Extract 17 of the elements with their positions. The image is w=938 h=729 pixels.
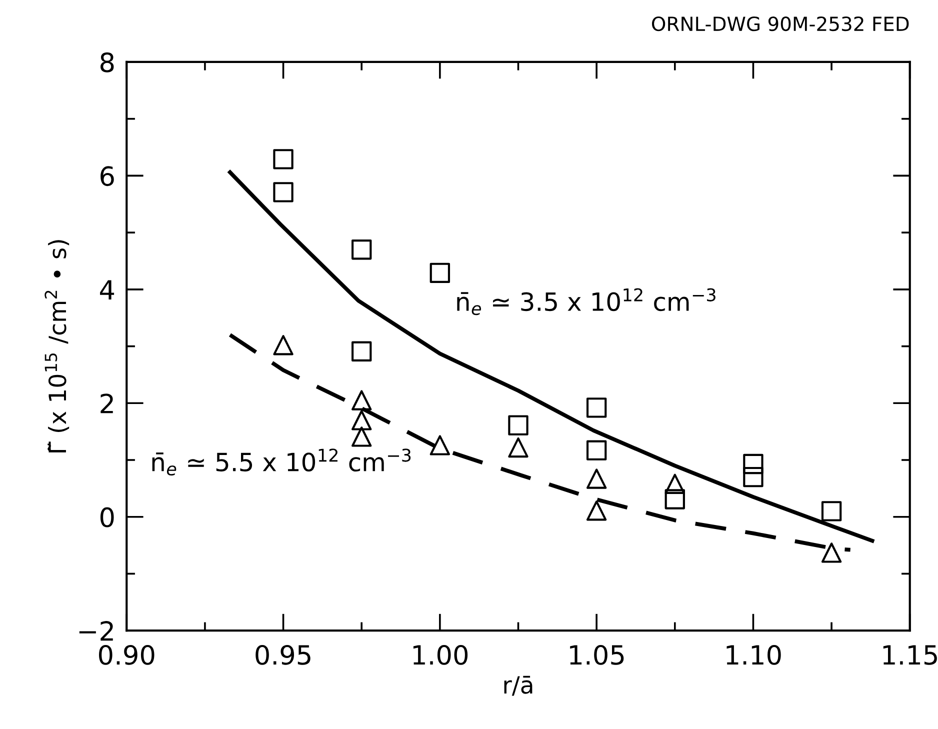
y-tick-label: −2 [79,621,113,641]
x-tick-label: 0.90 [98,644,154,665]
y-axis-title: Γ̃ (x 10$^{15}$ /cm$^{2}$ • s) [44,240,70,452]
x-tick-label: 0.95 [256,644,310,665]
x-tick-label: 1.10 [726,644,781,665]
x-tick-label: 1.05 [570,644,624,665]
y-tick-label: 6 [100,166,114,186]
y-tick-label: 0 [100,507,114,528]
x-axis-title: r/ā [504,676,532,696]
y-tick-label: 4 [100,280,114,300]
y-tick-label: 2 [100,394,113,414]
x-tick-label: 1.15 [883,645,937,665]
annotation: n̄$_{e}$ ≃ 3.5 x 10$^{12}$ cm$^{−3}$ [457,288,716,316]
y-tick-label: 8 [100,52,114,72]
text: ORNL-DWG 90M-2532 FED [652,16,909,32]
x-tick-label: 1.00 [413,644,468,665]
annotation: n̄$_{e}$ ≃ 5.5 x 10$^{12}$ cm$^{−3}$ [152,448,411,476]
